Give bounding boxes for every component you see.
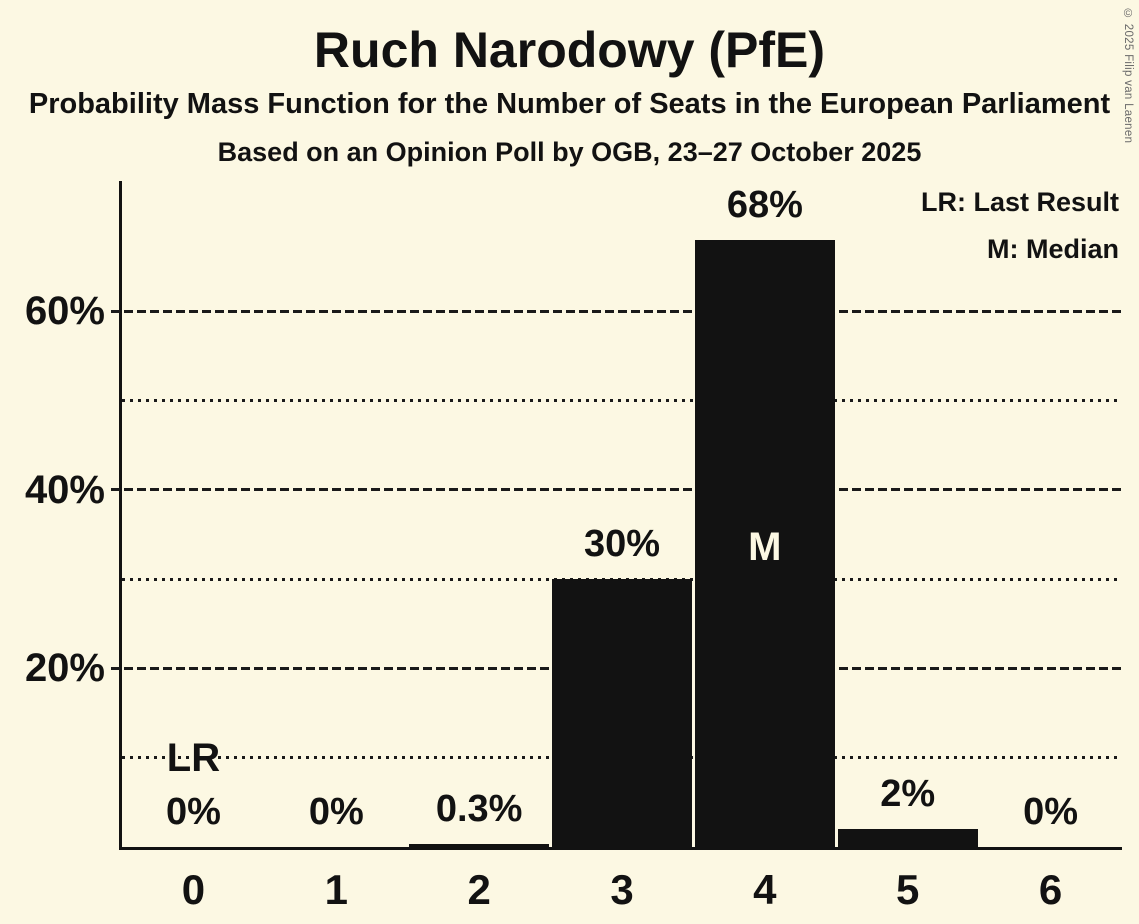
x-axis-label-seat-2: 2 [467,866,491,913]
bar-value-label-seat-6: 0% [1023,791,1079,833]
x-axis-label-seat-0: 0 [181,866,206,913]
gridline-60pct [111,309,1122,313]
legend-last-result: LR: Last Result [920,187,1119,217]
chart-subtitle: Probability Mass Function for the Number… [28,88,1111,120]
bar-value-label-seat-3: 30% [583,523,661,566]
x-axis-label-seat-3: 3 [610,866,634,913]
bar-value-label-seat-4: 68% [726,183,803,226]
copyright-notice: © 2025 Filip van Laenen [1122,8,1134,144]
dotted-gridline-50pct [122,399,1122,403]
bar-seat-4 [694,239,835,847]
y-axis-label-40pct: 40% [24,467,105,512]
bar-value-label-seat-2: 0.3% [435,788,523,831]
bar-seat-5 [837,829,978,847]
bar-value-label-seat-5: 2% [880,773,936,816]
bar-value-label-seat-1: 0% [308,791,364,833]
legend-median: M: Median [987,234,1119,264]
chart-poll-source: Based on an Opinion Poll by OGB, 23–27 O… [217,137,922,167]
last-result-marker: LR [166,735,221,780]
legend: LR: Last Result M: Median [921,179,1119,273]
x-axis-label-seat-1: 1 [324,866,348,913]
chart-title: Ruch Narodowy (PfE) [313,22,826,78]
plot-area: 20% 40% 60% 0% 0 0% 1 0.3% 2 30% 3 68% 4 2% 5 0% 6 LR M [25,181,1122,913]
x-axis-label-seat-4: 4 [753,866,777,913]
y-axis-label-60pct: 60% [24,289,105,334]
y-axis-label-20pct: 20% [24,646,105,691]
bar-seat-3 [552,579,692,847]
bar-seat-2 [409,844,550,847]
bar-value-label-seat-0: 0% [165,791,221,833]
median-marker: M [748,525,782,570]
x-axis-label-seat-6: 6 [1038,866,1063,913]
x-axis-label-seat-5: 5 [896,866,920,913]
gridline-40pct [111,488,1122,492]
